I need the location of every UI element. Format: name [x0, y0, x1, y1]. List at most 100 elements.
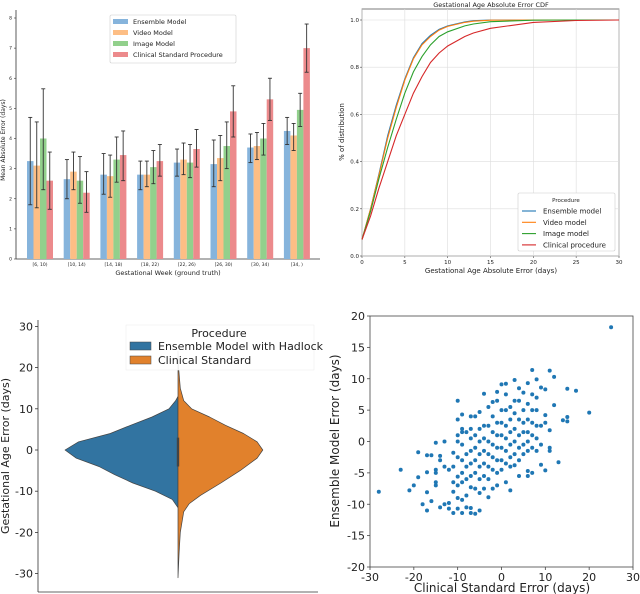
y-tick-label: 0 [26, 444, 33, 457]
scatter-point [490, 430, 495, 435]
scatter-point [455, 496, 460, 500]
scatter-point [512, 398, 517, 403]
cdf-line-image-model [361, 19, 619, 240]
scatter-point [543, 420, 548, 425]
y-tick-label: 20 [19, 362, 33, 375]
bar [119, 155, 127, 259]
scatter-point [490, 414, 495, 419]
scatter-point [446, 467, 451, 472]
bar [296, 109, 304, 259]
scatter-point [495, 420, 500, 425]
scatter-point [451, 480, 456, 485]
scatter-point [539, 423, 543, 428]
bar [63, 179, 71, 259]
y-tick-label: 15 [351, 341, 365, 354]
scatter-point [411, 483, 416, 488]
y-tick-label: 0.2 [350, 207, 359, 213]
legend-box [125, 324, 315, 371]
cdf-line-clinical-procedure [361, 19, 620, 240]
scatter-point [525, 448, 530, 453]
scatter-point [460, 458, 465, 463]
y-tick-label: -20 [347, 561, 365, 574]
bar [33, 165, 40, 259]
y-axis-label: Gestational Age Error (days) [0, 378, 12, 534]
scatter-point [609, 325, 614, 330]
scatter-point [547, 368, 552, 373]
x-tick-label: 25 [573, 260, 580, 266]
y-tick-label: -20 [15, 526, 33, 539]
scatter-point [543, 468, 548, 473]
x-tick-label: 10 [444, 260, 451, 266]
bar [76, 180, 84, 259]
scatter-point [486, 439, 491, 444]
scatter-point [433, 470, 438, 475]
scatter-point [433, 483, 438, 488]
y-tick-label: 0 [9, 257, 12, 263]
y-tick-label: -30 [15, 568, 33, 581]
bar [253, 146, 261, 259]
scatter-point [508, 488, 513, 493]
scatter-point [477, 452, 482, 457]
x-tick-label: [34, ) [291, 262, 303, 268]
violin-chart: -30 -20 -10 0 10 20 30 Gestational Age Error (d… [0, 320, 324, 593]
legend-swatch [113, 52, 128, 57]
scatter-point [495, 483, 500, 488]
bar [46, 180, 53, 259]
y-tick-label: 0 [358, 436, 365, 449]
x-tick-label: 20 [582, 571, 596, 584]
x-tick-label: [10, 14) [68, 262, 86, 268]
legend-label: Ensemble Model with Hadlock [158, 340, 324, 353]
bar [180, 159, 187, 259]
scatter-point [490, 442, 495, 447]
y-tick-label: 0.6 [350, 112, 359, 118]
y-tick-label: -5 [354, 467, 365, 480]
scatter-point [517, 445, 521, 450]
bar [156, 161, 164, 259]
scatter-point [521, 452, 526, 457]
scatter-point [525, 417, 530, 422]
scatter-point [560, 418, 565, 423]
y-tick-label: 5 [9, 106, 12, 112]
scatter-point [376, 489, 381, 494]
scatter-point [460, 480, 465, 485]
legend-label: Clinical procedure [543, 241, 606, 249]
scatter-point [482, 474, 486, 478]
scatter-point [473, 433, 478, 438]
scatter-point [499, 458, 504, 463]
scatter-point [521, 420, 526, 425]
scatter-point [530, 408, 535, 413]
legend: Procedure Ensemble model Video model Image … [517, 192, 616, 252]
scatter-point [460, 412, 465, 417]
y-tick-label: 0.4 [350, 160, 359, 166]
scatter-point [473, 445, 478, 450]
scatter-point [525, 469, 530, 473]
scatter-point [503, 392, 508, 397]
scatter-point [534, 395, 539, 400]
scatter-point [521, 390, 526, 395]
scatter-point [565, 419, 570, 424]
scatter-point [530, 420, 535, 425]
scatter-point [525, 439, 530, 444]
scatter-point [398, 467, 403, 472]
scatter-point [512, 452, 517, 457]
scatter-point [512, 426, 517, 431]
scatter-point [451, 464, 456, 469]
bar [83, 192, 90, 259]
y-tick-label: 6 [9, 76, 12, 82]
x-tick-label: 15 [487, 260, 494, 266]
bar [217, 158, 224, 259]
scatter-point [477, 439, 482, 444]
scatter-point [464, 493, 469, 498]
scatter-point [547, 428, 552, 433]
bar [40, 138, 47, 259]
bar [290, 135, 297, 259]
scatter-point [530, 392, 535, 397]
scatter-point [534, 436, 539, 441]
scatter-point [547, 445, 552, 450]
scatter-point [552, 374, 557, 379]
scatter-point [464, 505, 469, 510]
y-tick-label: -10 [347, 498, 365, 511]
scatter-point [521, 430, 526, 435]
scatter-point [464, 464, 469, 469]
